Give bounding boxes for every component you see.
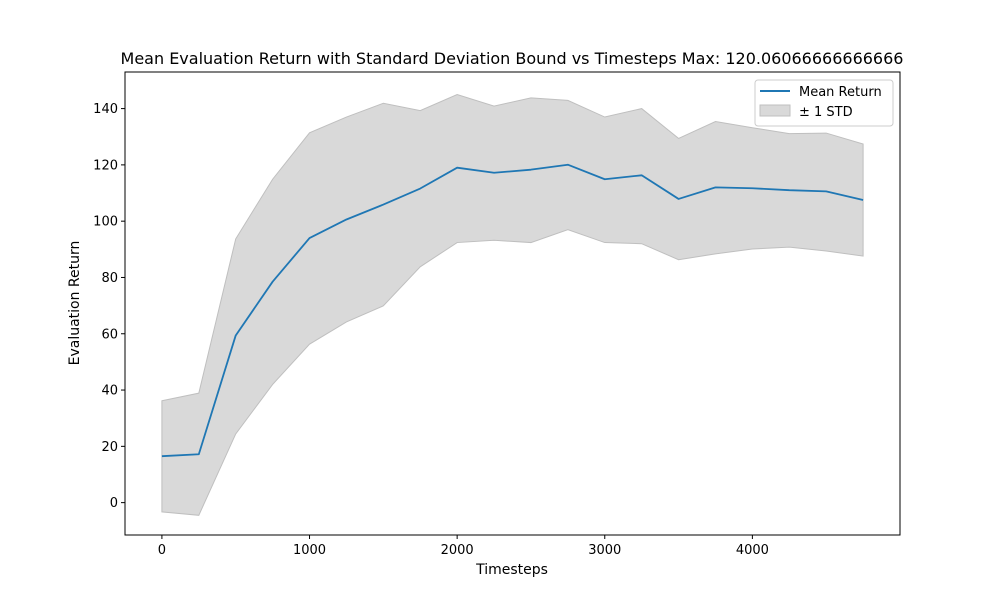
y-tick-label: 60	[101, 327, 118, 342]
y-tick-label: 0	[110, 496, 118, 511]
y-axis: 0 20 40 60 80 100 120 140	[93, 102, 125, 511]
x-tick-label: 1000	[293, 543, 326, 558]
plot-area	[161, 93, 864, 516]
x-tick-label: 4000	[736, 543, 769, 558]
y-axis-label: Evaluation Return	[67, 241, 83, 366]
y-tick-label: 40	[101, 384, 118, 399]
x-tick-label: 0	[158, 543, 166, 558]
y-tick-label: 140	[93, 102, 118, 117]
x-axis: 0 1000 2000 3000 4000	[158, 535, 769, 558]
y-tick-label: 100	[93, 215, 118, 230]
y-tick-label: 80	[101, 271, 118, 286]
chart-title: Mean Evaluation Return with Standard Dev…	[121, 49, 904, 68]
legend-label-mean: Mean Return	[799, 85, 882, 100]
legend: Mean Return ± 1 STD	[754, 79, 894, 127]
legend-label-std: ± 1 STD	[799, 105, 853, 120]
x-tick-label: 3000	[588, 543, 621, 558]
x-axis-label: Timesteps	[475, 562, 548, 578]
y-tick-label: 120	[93, 158, 118, 173]
y-tick-label: 20	[101, 440, 118, 455]
std-band-area	[161, 93, 864, 516]
x-tick-label: 2000	[441, 543, 474, 558]
plot-frame	[124, 71, 901, 536]
mean-return-line	[161, 163, 864, 458]
legend-band-swatch	[759, 104, 791, 117]
